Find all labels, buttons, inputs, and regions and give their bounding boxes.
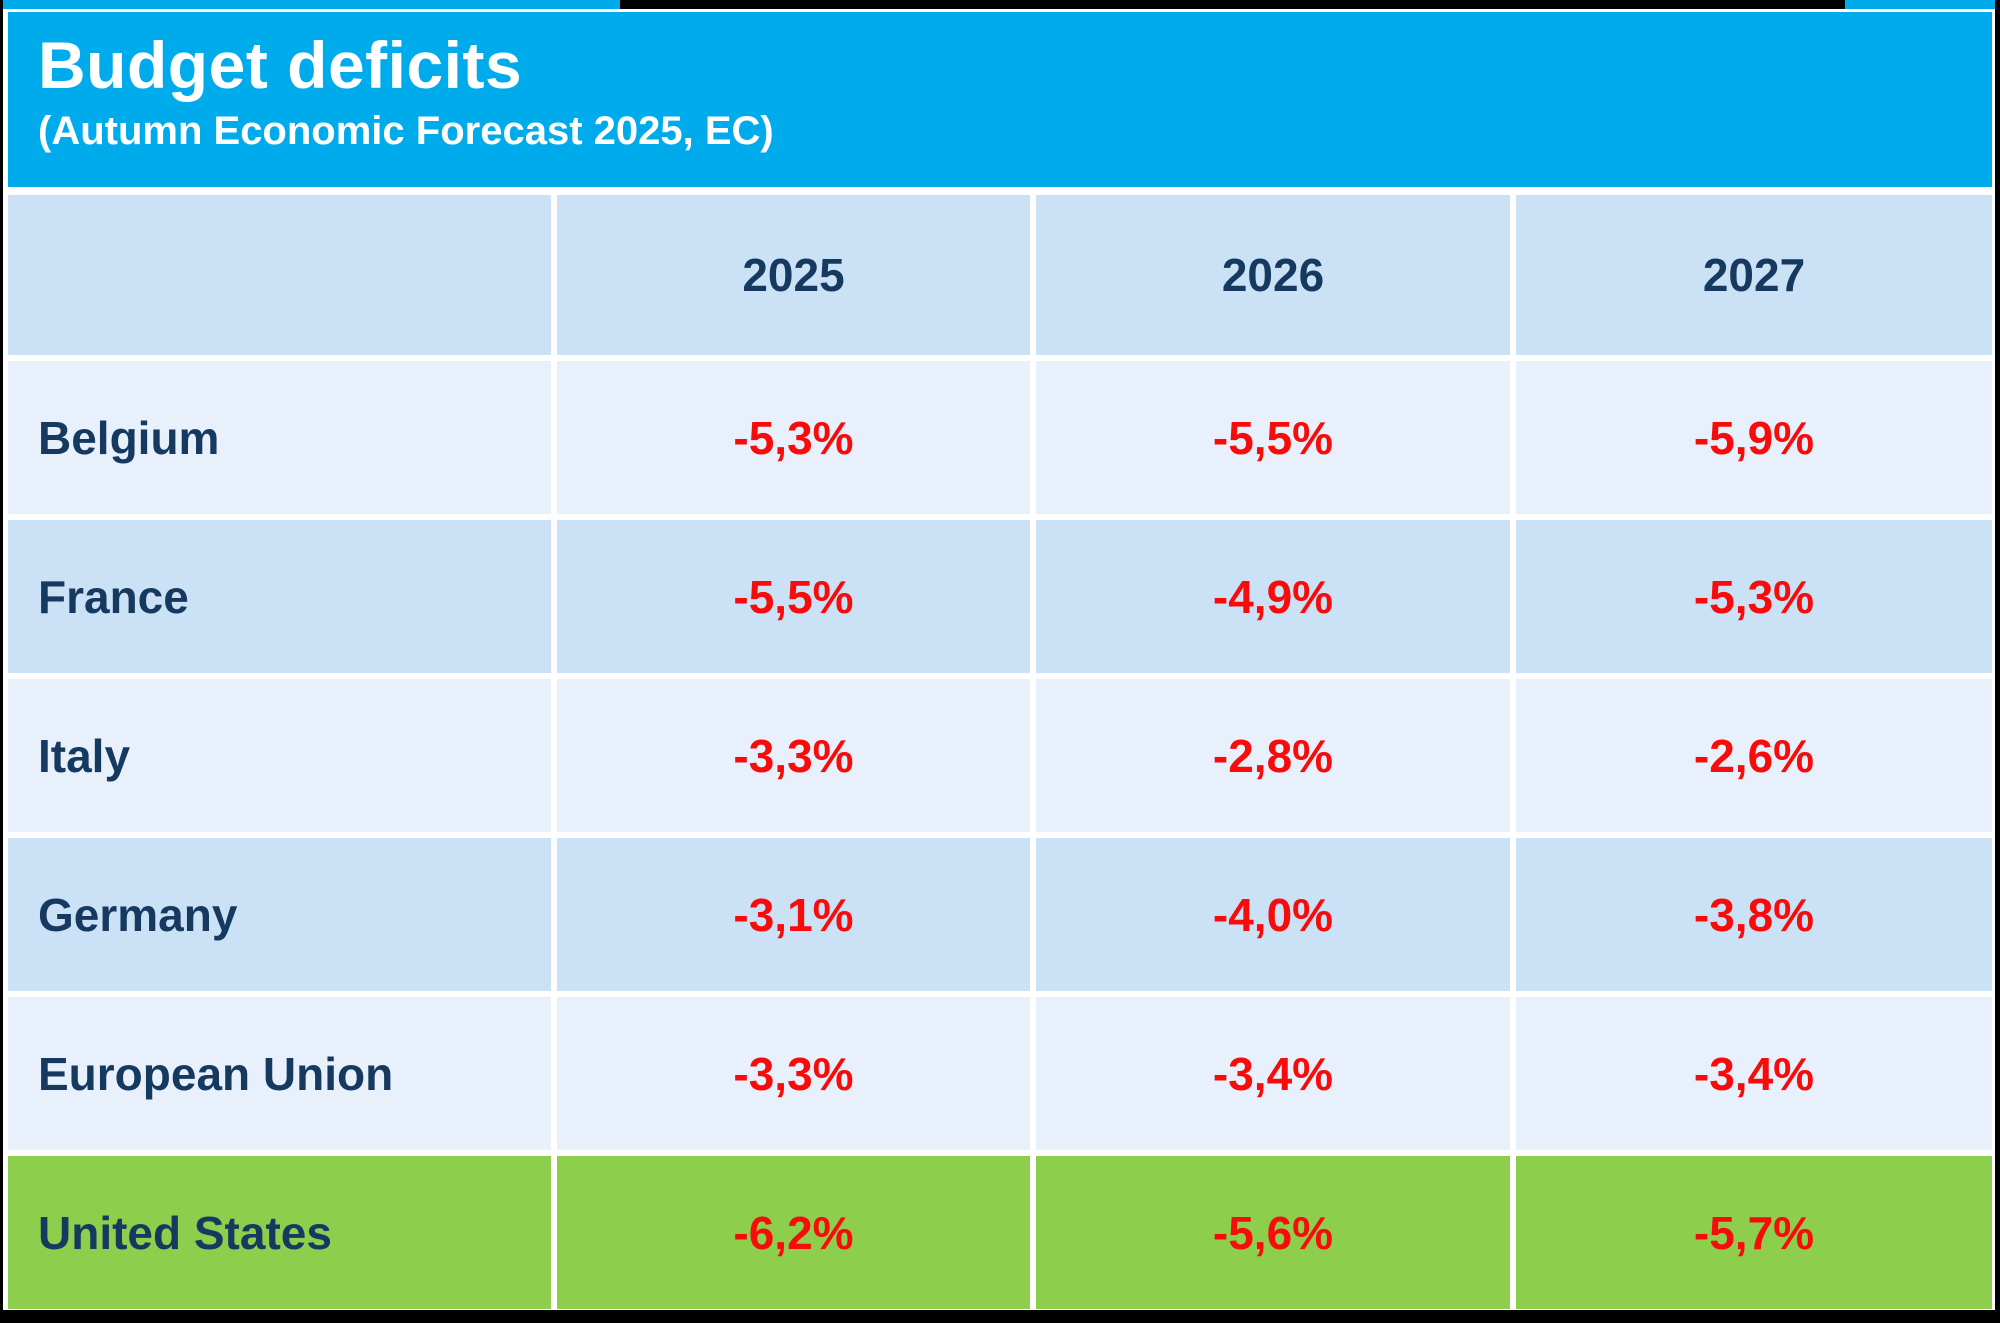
title-panel: Budget deficits (Autumn Economic Forecas… bbox=[8, 12, 1992, 187]
row-label-italy: Italy bbox=[8, 679, 551, 832]
column-header-2025: 2025 bbox=[557, 195, 1030, 355]
deficits-table: 2025 2026 2027 Belgium -5,3% -5,5% -5,9% France… bbox=[8, 195, 1992, 1309]
value-italy-2026: -2,8% bbox=[1036, 679, 1510, 832]
content-area: Budget deficits (Autumn Economic Forecas… bbox=[3, 9, 1995, 1310]
column-header-2027: 2027 bbox=[1516, 195, 1992, 355]
corner-cell bbox=[8, 195, 551, 355]
value-france-2025: -5,5% bbox=[557, 520, 1030, 673]
value-belgium-2026: -5,5% bbox=[1036, 361, 1510, 514]
page-title: Budget deficits bbox=[38, 28, 523, 102]
value-france-2027: -5,3% bbox=[1516, 520, 1992, 673]
row-label-belgium: Belgium bbox=[8, 361, 551, 514]
value-european-union-2026: -3,4% bbox=[1036, 997, 1510, 1150]
top-strip-left bbox=[3, 0, 620, 9]
page-subtitle: (Autumn Economic Forecast 2025, EC) bbox=[38, 109, 774, 153]
row-label-united-states: United States bbox=[8, 1156, 551, 1309]
value-united-states-2026: -5,6% bbox=[1036, 1156, 1510, 1309]
row-label-france: France bbox=[8, 520, 551, 673]
row-label-european-union: European Union bbox=[8, 997, 551, 1150]
value-united-states-2027: -5,7% bbox=[1516, 1156, 1992, 1309]
value-belgium-2027: -5,9% bbox=[1516, 361, 1992, 514]
value-belgium-2025: -5,3% bbox=[557, 361, 1030, 514]
value-united-states-2025: -6,2% bbox=[557, 1156, 1030, 1309]
value-germany-2026: -4,0% bbox=[1036, 838, 1510, 991]
value-european-union-2027: -3,4% bbox=[1516, 997, 1992, 1150]
value-germany-2025: -3,1% bbox=[557, 838, 1030, 991]
value-germany-2027: -3,8% bbox=[1516, 838, 1992, 991]
value-italy-2025: -3,3% bbox=[557, 679, 1030, 832]
column-header-2026: 2026 bbox=[1036, 195, 1510, 355]
top-strip-right bbox=[1845, 0, 1995, 9]
value-italy-2027: -2,6% bbox=[1516, 679, 1992, 832]
value-france-2026: -4,9% bbox=[1036, 520, 1510, 673]
row-label-germany: Germany bbox=[8, 838, 551, 991]
value-european-union-2025: -3,3% bbox=[557, 997, 1030, 1150]
